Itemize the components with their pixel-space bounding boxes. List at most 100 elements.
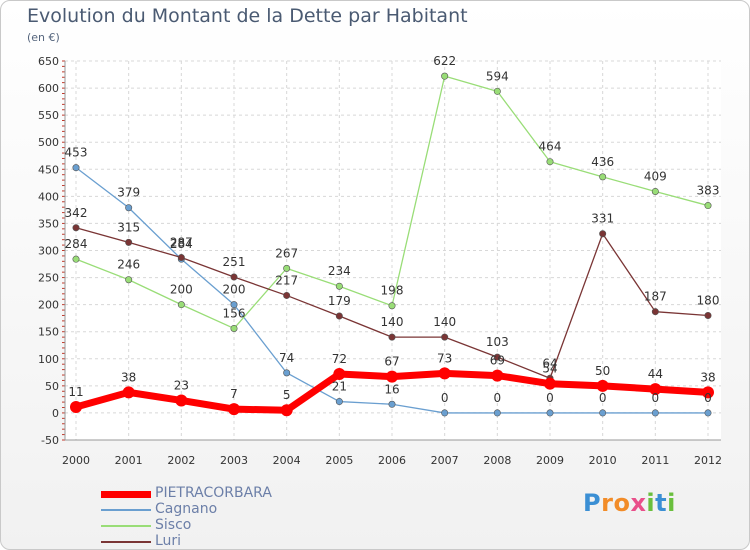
data-label-cagnano: 453 [65, 146, 88, 160]
data-label-pietracorbara: 50 [595, 364, 610, 378]
data-label-luri: 315 [117, 220, 140, 234]
data-point-sisco [651, 187, 659, 195]
logo-letter: P [583, 489, 602, 517]
data-label-pietracorbara: 5 [283, 388, 291, 402]
x-tick-label: 2008 [483, 454, 511, 467]
data-label-luri: 331 [591, 212, 614, 226]
data-point-cagnano [335, 398, 343, 406]
data-point-sisco [125, 276, 133, 284]
data-point-pietracorbara [596, 379, 609, 392]
data-label-luri: 342 [65, 206, 88, 220]
data-label-luri: 64 [542, 356, 557, 370]
y-tick-label: 400 [38, 190, 59, 203]
data-label-cagnano: 0 [652, 391, 660, 405]
data-label-pietracorbara: 72 [332, 352, 347, 366]
x-tick-label: 2012 [694, 454, 722, 467]
data-point-luri [388, 333, 396, 341]
data-point-pietracorbara [333, 367, 346, 380]
data-label-luri: 179 [328, 294, 351, 308]
data-point-sisco [704, 202, 712, 210]
data-label-sisco: 246 [117, 258, 140, 272]
legend-swatch [101, 509, 151, 511]
data-label-pietracorbara: 67 [384, 355, 399, 369]
proxiti-logo: Proxiti [583, 489, 676, 517]
data-label-cagnano: 0 [704, 391, 712, 405]
y-tick-label: 450 [38, 163, 59, 176]
data-label-pietracorbara: 69 [490, 354, 505, 368]
y-tick-label: 600 [38, 82, 59, 95]
data-label-pietracorbara: 44 [648, 367, 663, 381]
data-label-sisco: 464 [539, 140, 562, 154]
data-label-sisco: 622 [433, 54, 456, 68]
logo-letter: r [601, 489, 614, 517]
data-point-pietracorbara [649, 383, 662, 396]
data-point-luri [651, 308, 659, 316]
data-label-pietracorbara: 23 [174, 378, 189, 392]
data-label-luri: 103 [486, 335, 509, 349]
data-point-pietracorbara [386, 370, 398, 383]
data-label-cagnano: 200 [223, 283, 246, 297]
data-point-luri [335, 312, 343, 320]
data-label-cagnano: 0 [546, 391, 554, 405]
logo-letter: x [630, 489, 647, 517]
data-point-luri [125, 238, 133, 246]
data-point-pietracorbara [70, 400, 82, 413]
x-tick-label: 2011 [641, 454, 669, 467]
legend-swatch [101, 541, 151, 543]
data-label-cagnano: 284 [170, 237, 193, 251]
data-label-luri: 287 [170, 236, 193, 250]
x-tick-label: 2001 [115, 454, 143, 467]
data-label-sisco: 234 [328, 264, 351, 278]
data-label-pietracorbara: 73 [437, 351, 452, 365]
x-tick-label: 2003 [220, 454, 248, 467]
data-label-luri: 217 [275, 273, 298, 287]
data-point-sisco [335, 282, 343, 290]
y-tick-label: 250 [38, 272, 59, 285]
x-tick-label: 2009 [536, 454, 564, 467]
x-tick-label: 2006 [378, 454, 406, 467]
data-point-sisco [72, 255, 80, 263]
legend-swatch [101, 490, 151, 498]
data-label-cagnano: 0 [494, 391, 502, 405]
data-point-sisco [546, 158, 554, 166]
chart-title: Evolution du Montant de la Dette par Hab… [27, 5, 468, 27]
data-label-pietracorbara: 38 [700, 370, 715, 384]
data-point-sisco [441, 72, 449, 80]
data-label-luri: 251 [223, 255, 246, 269]
data-point-luri [230, 273, 238, 281]
x-tick-label: 2005 [325, 454, 353, 467]
legend-swatch [101, 525, 151, 527]
data-point-sisco [230, 324, 238, 332]
y-tick-label: 550 [38, 109, 59, 122]
data-point-cagnano [125, 204, 133, 212]
logo-letter: i [646, 489, 656, 517]
data-label-cagnano: 21 [332, 380, 347, 394]
y-tick-label: 200 [38, 299, 59, 312]
data-point-luri [283, 291, 291, 299]
data-label-cagnano: 0 [599, 391, 607, 405]
data-point-pietracorbara [228, 403, 240, 416]
data-label-sisco: 409 [644, 169, 667, 183]
data-point-luri [177, 254, 185, 262]
y-tick-label: 350 [38, 217, 59, 230]
legend-label: Luri [155, 533, 182, 549]
y-tick-label: 150 [38, 326, 59, 339]
legend-label: Sisco [155, 517, 192, 533]
logo-letter: i [667, 489, 676, 517]
data-label-sisco: 200 [170, 283, 193, 297]
logo-letter: o [613, 489, 631, 517]
data-point-cagnano [230, 301, 238, 309]
data-label-sisco: 436 [591, 155, 614, 169]
data-label-cagnano: 16 [384, 382, 399, 396]
y-tick-label: 0 [52, 407, 59, 420]
logo-letter: t [655, 489, 668, 517]
chart-subtitle: (en €) [27, 31, 60, 44]
y-tick-label: -50 [41, 434, 59, 447]
data-point-sisco [599, 173, 607, 181]
data-label-cagnano: 0 [441, 391, 449, 405]
data-point-pietracorbara [280, 404, 293, 417]
data-label-pietracorbara: 38 [121, 370, 136, 384]
data-point-pietracorbara [438, 367, 451, 380]
legend-label: Cagnano [155, 501, 218, 517]
